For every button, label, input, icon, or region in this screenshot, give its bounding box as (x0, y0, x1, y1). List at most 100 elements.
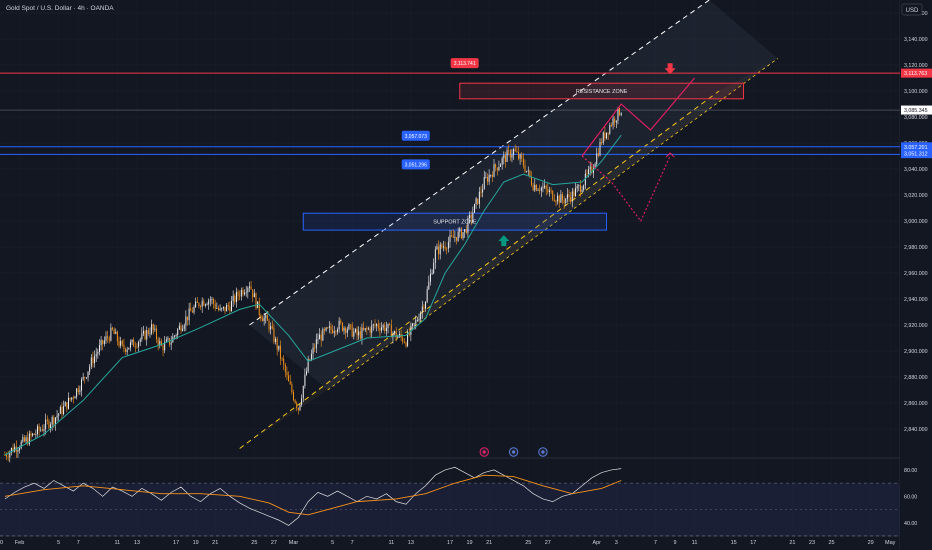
time-tick-label: 19 (193, 540, 199, 546)
candle-body (125, 348, 127, 352)
candle-body (571, 191, 573, 202)
candle-body (190, 308, 192, 312)
candle-body (283, 358, 285, 365)
candle-body (413, 323, 415, 325)
candle-body (123, 344, 125, 349)
candle-body (354, 329, 356, 332)
candle-body (213, 299, 215, 304)
candle-body (201, 300, 203, 307)
time-axis[interactable]: 30 Feb 5 7 11 13 17 19 21 25 27 Mar 5 7 11 13 17 19 21 25 27… (0, 540, 896, 546)
candle-body (134, 346, 136, 348)
candle-body (367, 328, 369, 330)
candle-body (563, 200, 565, 203)
candle-body (438, 246, 440, 255)
candle-body (116, 331, 118, 342)
channel-upper-line[interactable] (249, 0, 710, 326)
candle-body (258, 301, 260, 316)
resistance-level-tag: 3,113.741 (454, 61, 476, 67)
candle-body (462, 232, 464, 239)
candle-body (426, 289, 428, 302)
support-zone[interactable] (302, 212, 608, 231)
time-tick-label: 13 (408, 540, 414, 546)
price-channel[interactable] (239, 0, 778, 449)
candle-body (398, 334, 400, 337)
candle-body (452, 235, 454, 238)
bear-path-arrowhead (665, 152, 675, 158)
candle-body (66, 402, 68, 409)
candle-body (597, 153, 599, 156)
projections[interactable] (581, 77, 695, 223)
time-tick-label: 3 (615, 540, 618, 546)
candle-body (129, 342, 131, 348)
channel-lower-line[interactable] (239, 90, 720, 449)
candle-body (208, 300, 210, 305)
price-tick-label: 2,960.000 (904, 271, 928, 277)
candle-body (558, 195, 560, 203)
candle-body (63, 406, 65, 414)
candle-body (118, 341, 120, 346)
candle-body (41, 429, 43, 431)
time-tick-label: 27 (271, 540, 277, 546)
candle-body (433, 262, 435, 274)
candle-body (323, 329, 325, 331)
candle-body (310, 353, 312, 360)
candle-body (429, 274, 431, 282)
candle-body (278, 345, 280, 350)
candle-body (185, 316, 187, 326)
candle-body (50, 424, 52, 429)
candle-body (87, 371, 89, 378)
candle-body (7, 456, 9, 458)
time-tick-label: 27 (545, 540, 551, 546)
candle-body (487, 176, 488, 182)
candle-body (338, 320, 340, 330)
candle-body (51, 417, 53, 425)
candle-body (126, 349, 128, 352)
candle-body (560, 194, 562, 203)
event-markers[interactable] (479, 447, 548, 457)
candle-body (591, 166, 593, 173)
candle-body (500, 164, 502, 167)
zones[interactable]: RESISTANCE ZONE SUPPORT ZONE (302, 82, 744, 231)
candle-body (356, 329, 358, 336)
time-tick-label: 21 (789, 540, 795, 546)
candle-body (467, 217, 469, 233)
bull-path[interactable] (581, 77, 695, 157)
candle-body (568, 194, 570, 197)
levels[interactable]: 3,113.741 3,057.073 3,051.296 (0, 58, 900, 170)
candle-body (514, 149, 516, 152)
candle-body (521, 154, 523, 159)
candle-body (522, 158, 524, 166)
candle-body (120, 340, 122, 346)
resistance-zone[interactable] (459, 82, 744, 100)
currency-button-bg[interactable] (901, 3, 923, 16)
candle-body (6, 455, 8, 457)
price-axis[interactable]: 2,840.000 2,860.000 2,880.000 2,900.000 2,92… (900, 0, 932, 550)
candle-body (441, 244, 443, 248)
event-earnings-icon-dot (511, 450, 516, 454)
candle-body (227, 305, 229, 307)
candle-body (275, 338, 277, 342)
currency-button[interactable]: USD (906, 8, 919, 14)
candle-body (180, 325, 182, 331)
time-tick-label: 17 (750, 540, 756, 546)
candle-body (33, 433, 35, 435)
candle-body (128, 347, 130, 350)
candle-body (581, 190, 583, 192)
currency-button-wrap[interactable]: USD (901, 3, 923, 16)
candle-body (315, 339, 317, 349)
candle-body (4, 455, 6, 456)
time-tick-label: 23 (809, 540, 815, 546)
candle-body (565, 198, 567, 203)
candle-body (177, 329, 179, 336)
time-tick-label: Feb (15, 540, 24, 546)
candle-body (81, 379, 83, 391)
candle-body (102, 340, 104, 344)
candle-body (232, 295, 234, 301)
candle-body (496, 167, 498, 171)
candle-body (586, 173, 588, 175)
candle-body (485, 176, 487, 178)
candle-body (387, 323, 389, 328)
candle-body (252, 289, 254, 298)
candle-body (382, 325, 384, 328)
